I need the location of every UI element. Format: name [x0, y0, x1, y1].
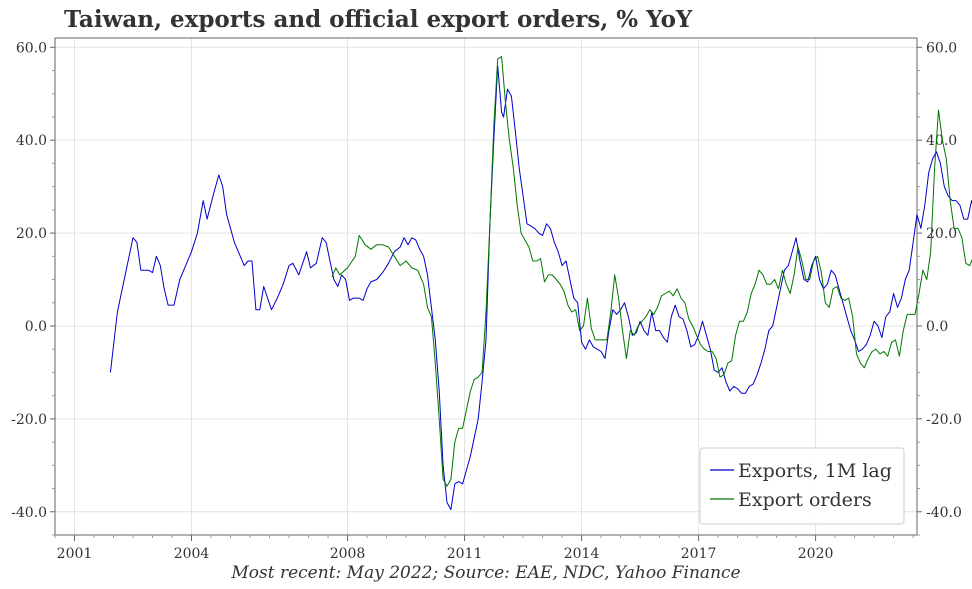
y-tick-label-left: 20.0	[16, 226, 47, 242]
y-tick-label-right: 0.0	[926, 319, 948, 335]
x-tick-label: 2020	[798, 546, 834, 562]
y-tick-label-right: 60.0	[926, 40, 957, 56]
series-line-export-orders	[331, 56, 972, 487]
x-tick-label: 2008	[330, 546, 366, 562]
y-tick-label-right: 20.0	[926, 226, 957, 242]
y-axis-right: 60.0 40.0 20.0 0.0 -20.0 -40.0	[917, 40, 962, 536]
legend-label-orders: Export orders	[738, 489, 872, 511]
series-lines	[109, 56, 972, 510]
x-tick-label: 2011	[447, 546, 483, 562]
x-tick-label: 2014	[564, 546, 600, 562]
legend-box	[699, 447, 905, 525]
y-tick-label-right: -20.0	[926, 412, 962, 428]
y-tick-label-left: -20.0	[11, 412, 47, 428]
x-tick-label: 2001	[57, 546, 93, 562]
plot-frame	[54, 37, 918, 536]
y-tick-label-left: 60.0	[16, 40, 47, 56]
source-caption: Most recent: May 2022; Source: EAE, NDC,…	[231, 563, 741, 583]
y-tick-label-right: 40.0	[926, 133, 957, 149]
x-tick-label: 2004	[174, 546, 210, 562]
legend: Exports, 1M lag Export orders	[699, 447, 905, 525]
series-line-exports	[109, 65, 972, 510]
chart-title: Taiwan, exports and official export orde…	[64, 6, 693, 33]
y-tick-label-left: 0.0	[25, 319, 47, 335]
y-tick-label-left: -40.0	[11, 505, 47, 521]
gridlines	[55, 38, 917, 535]
y-axis-left: 60.0 40.0 20.0 0.0 -20.0 -40.0	[11, 40, 55, 536]
y-tick-label-left: 40.0	[16, 133, 47, 149]
y-tick-label-right: -40.0	[926, 505, 962, 521]
x-tick-label: 2017	[681, 546, 717, 562]
x-axis: 2001 2004 2008 2011 2014 2017 2020	[54, 535, 914, 562]
legend-label-exports: Exports, 1M lag	[738, 460, 892, 482]
